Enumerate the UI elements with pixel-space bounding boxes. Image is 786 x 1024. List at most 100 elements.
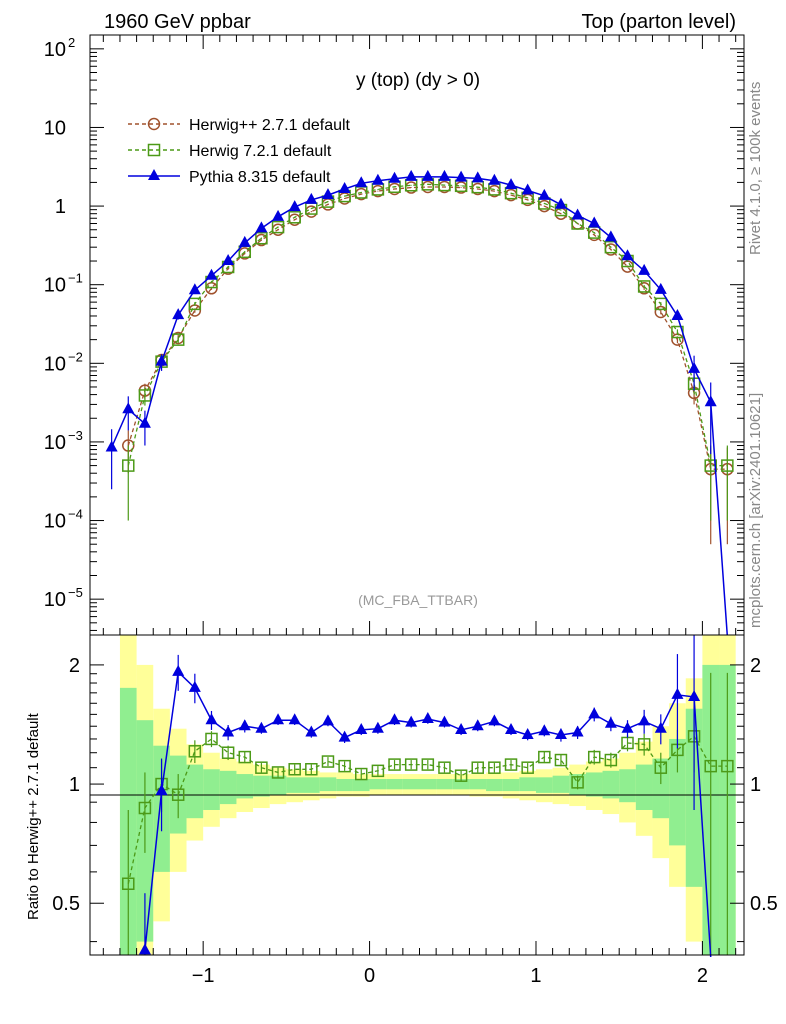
ratio-point-herwig7 — [571, 776, 584, 789]
main-point-pythia — [654, 282, 667, 294]
main-point-pythia — [238, 235, 251, 247]
ratio-frame — [89, 634, 745, 956]
ratio-point-herwig7 — [421, 758, 435, 771]
ratio-point-pythia — [138, 943, 151, 955]
main-point-pythia — [588, 216, 601, 228]
main-y-tick-exponent: −2 — [68, 349, 83, 364]
ratio-point-pythia — [571, 725, 584, 737]
main-y-tick-exponent: −3 — [68, 428, 83, 443]
ratio-point-pythia — [155, 784, 168, 796]
main-point-pythia — [455, 170, 468, 182]
ratio-y-tick-label-right: 0.5 — [750, 893, 778, 915]
ratio-point-herwig7 — [637, 738, 651, 751]
ratio-point-herwig7 — [271, 766, 285, 779]
ratio-band-green — [635, 764, 653, 810]
ratio-point-herwig7 — [404, 758, 418, 771]
ratio-point-pythia — [438, 715, 451, 727]
main-point-pythia — [105, 440, 118, 452]
main-point-pythia — [488, 173, 501, 185]
main-point-pythia — [471, 171, 484, 183]
ratio-point-herwig7 — [138, 801, 152, 815]
ratio-point-herwig7 — [471, 761, 484, 774]
ratio-point-pythia — [238, 719, 251, 731]
main-point-pythia — [188, 283, 201, 295]
main-point-pythia — [571, 208, 584, 220]
ratio-point-pythia — [521, 728, 534, 740]
ratio-band-green — [369, 778, 387, 790]
ratio-point-herwig7 — [488, 761, 501, 774]
main-point-pythia — [371, 173, 384, 185]
ratio-ylabel: Ratio to Herwig++ 2.7.1 default — [25, 712, 42, 920]
main-point-pythia — [321, 188, 334, 200]
ratio-band-green — [552, 775, 570, 793]
ratio-band-green — [502, 778, 520, 792]
main-point-herwig7 — [122, 459, 135, 472]
main-point-pythia — [305, 192, 318, 204]
main-point-pythia — [172, 308, 185, 320]
legend-label-herwig7: Herwig 7.2.1 default — [189, 143, 332, 160]
ratio-point-pythia — [355, 722, 368, 734]
ratio-series-layer — [122, 635, 734, 958]
ratio-point-herwig7 — [371, 764, 385, 778]
ratio-band-green — [219, 770, 237, 805]
ratio-point-pythia — [471, 719, 484, 731]
main-point-pythia — [205, 268, 218, 280]
ratio-point-pythia — [205, 713, 218, 725]
ratio-point-pythia — [588, 707, 601, 719]
main-point-pythia — [505, 178, 518, 190]
ratio-band-green — [303, 777, 320, 793]
watermark: (MC_FBA_TTBAR) — [358, 592, 478, 608]
ratio-band-green — [419, 778, 437, 790]
ratio-point-herwig7 — [504, 758, 518, 771]
main-point-herwig7 — [288, 211, 301, 224]
ratio-point-pythia — [621, 721, 634, 733]
main-point-pythia — [155, 354, 168, 366]
legend: Herwig++ 2.7.1 default Herwig 7.2.1 defa… — [128, 117, 351, 186]
main-point-pythia — [338, 181, 351, 193]
ratio-band-green — [352, 778, 370, 792]
ratio-point-herwig7 — [122, 877, 135, 891]
main-point-herwig7 — [721, 459, 734, 472]
ratio-band-green — [269, 775, 287, 795]
main-y-tick-exponent: −5 — [68, 585, 83, 600]
ratio-point-herwig7 — [388, 758, 401, 771]
main-y-tick-exponent: −1 — [68, 271, 83, 286]
main-point-pythia — [704, 395, 717, 407]
main-point-pythia — [521, 183, 534, 195]
main-point-pythia — [638, 263, 651, 275]
ratio-x-tick-label: 1 — [530, 965, 541, 987]
ratio-point-pythia — [604, 716, 617, 728]
ratio-band-green — [535, 777, 553, 793]
ratio-point-pythia — [421, 712, 434, 724]
ratio-x-tick-label: 0 — [364, 965, 375, 987]
ratio-point-pythia — [371, 721, 384, 733]
main-y-tick-label: 10 — [44, 117, 66, 139]
ratio-y-tick-label-right: 1 — [750, 774, 761, 796]
ratio-point-pythia — [405, 715, 418, 727]
ratio-point-herwig7 — [171, 788, 185, 801]
ratio-point-pythia — [255, 721, 268, 733]
main-point-pythia — [604, 230, 617, 242]
ratio-axis-ticks: 2 2 1 1 0.5 0.5 −1 0 1 2 — [52, 655, 778, 987]
ratio-band-green — [186, 764, 204, 819]
ratio-point-pythia — [272, 713, 285, 725]
ratio-band-green — [469, 778, 487, 790]
main-point-herwig7 — [188, 297, 202, 311]
ratio-band-green — [486, 778, 503, 792]
main-series-layer — [105, 169, 734, 638]
ratio-y-tick-label-right: 2 — [750, 655, 761, 677]
main-line-pythia — [110, 176, 729, 638]
main-y-tick-exponent: 2 — [68, 35, 75, 50]
ratio-point-pythia — [671, 687, 684, 699]
header-right: Top (parton level) — [581, 11, 736, 33]
ratio-point-pythia — [654, 721, 667, 733]
legend-label-herwigpp: Herwig++ 2.7.1 default — [189, 117, 351, 134]
legend-label-pythia: Pythia 8.315 default — [189, 169, 331, 186]
ratio-point-pythia — [222, 725, 235, 737]
ratio-band-green — [236, 774, 254, 799]
ratio-y-tick-label-left: 0.5 — [52, 893, 80, 915]
header-left: 1960 GeV ppbar — [104, 11, 251, 33]
